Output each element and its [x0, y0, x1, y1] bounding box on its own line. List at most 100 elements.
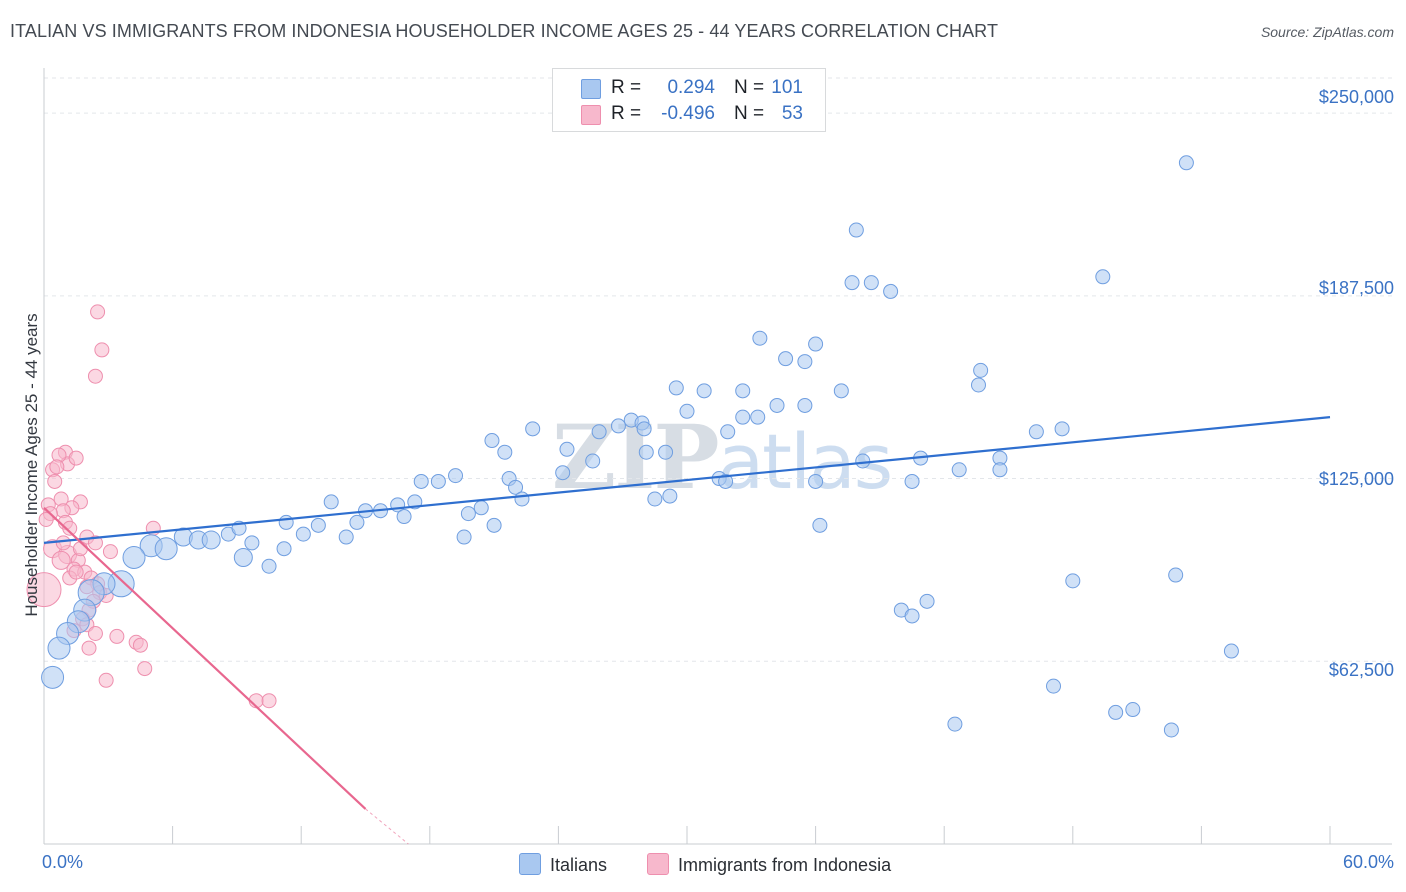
indonesia-point — [109, 628, 125, 644]
italians-point — [585, 453, 601, 469]
indonesia-point — [87, 535, 103, 551]
italians-points — [41, 155, 1239, 738]
indonesia-point — [137, 661, 153, 677]
n-value: 101 — [771, 77, 803, 98]
indonesia-point — [87, 368, 103, 384]
indonesia-point — [68, 564, 84, 580]
italians-point — [668, 380, 684, 396]
r-label: R = — [611, 103, 642, 124]
stats-row-italians: R = 0.294 N = 101 — [553, 75, 825, 101]
italians-point — [323, 494, 339, 510]
italians-point — [396, 509, 412, 525]
indonesia-point — [68, 450, 84, 466]
italians-point — [295, 526, 311, 542]
source-credit: Source: ZipAtlas.com — [1260, 24, 1394, 40]
italians-point — [276, 541, 292, 557]
y-tick-label: $250,000 — [1318, 87, 1394, 107]
italians-point — [662, 488, 678, 504]
axes — [43, 68, 1392, 845]
italians-point — [1095, 269, 1111, 285]
italians-point — [1108, 704, 1124, 720]
indonesia-point — [55, 535, 71, 551]
italians-point — [338, 529, 354, 545]
r-value: -0.496 — [661, 103, 715, 124]
indonesia-point — [62, 520, 78, 536]
italians-point — [1046, 678, 1062, 694]
italians-point — [47, 636, 71, 660]
italians-point — [460, 506, 476, 522]
italians-point — [473, 500, 489, 516]
italians-point — [778, 351, 794, 367]
indonesia-point — [98, 672, 114, 688]
italians-point — [1168, 567, 1184, 583]
italians-legend-swatch — [519, 853, 541, 875]
italians-point — [970, 377, 986, 393]
italians-point — [448, 468, 464, 484]
indonesia-trend-line — [43, 506, 367, 810]
italians-point — [863, 275, 879, 291]
italians-point — [1028, 424, 1044, 440]
italians-point — [1054, 421, 1070, 437]
r-value: 0.294 — [667, 77, 715, 98]
italians-point — [1163, 722, 1179, 738]
italians-point — [610, 418, 626, 434]
italians-point — [41, 665, 65, 689]
italians-point — [636, 421, 652, 437]
italians-trend-line — [43, 416, 1331, 544]
italians-point — [735, 383, 751, 399]
italians-point — [696, 383, 712, 399]
italians-point — [947, 716, 963, 732]
italians-point — [718, 473, 734, 489]
italians-point — [591, 424, 607, 440]
italians-point — [735, 409, 751, 425]
italians-point — [812, 517, 828, 533]
italians-point — [720, 424, 736, 440]
italians-point — [848, 222, 864, 238]
indonesia-swatch — [581, 105, 601, 125]
italians-point — [244, 535, 260, 551]
indonesia-point — [90, 304, 106, 320]
italians-point — [752, 330, 768, 346]
italians-point — [647, 491, 663, 507]
indonesia-point — [94, 342, 110, 358]
r-label: R = — [611, 77, 642, 98]
indonesia-point — [87, 625, 103, 641]
italians-point — [797, 354, 813, 370]
indonesia-point — [49, 459, 65, 475]
italians-point — [456, 529, 472, 545]
italians-point — [769, 397, 785, 413]
indonesia-point — [102, 544, 118, 560]
y-axis-label: Householder Income Ages 25 - 44 years — [22, 313, 41, 617]
y-tick-label: $187,500 — [1318, 278, 1394, 298]
italians-point — [1223, 643, 1239, 659]
n-label: N = — [734, 77, 765, 98]
italians-point — [430, 473, 446, 489]
correlation-stats-box: R = 0.294 N = 101 R = -0.496 N = 53 — [552, 68, 826, 132]
italians-point — [514, 491, 530, 507]
y-tick-label: $125,000 — [1318, 469, 1394, 489]
legend-item-indonesia[interactable]: Immigrants from Indonesia — [647, 853, 891, 876]
italians-point — [855, 453, 871, 469]
indonesia-point — [51, 550, 71, 570]
italians-point — [750, 409, 766, 425]
italians-point — [833, 383, 849, 399]
x-tick-label-max: 60.0% — [1342, 852, 1394, 872]
italians-point — [508, 479, 524, 495]
italians-point — [484, 433, 500, 449]
italians-point — [122, 545, 146, 569]
indonesia-point — [47, 473, 63, 489]
italians-point — [349, 514, 365, 530]
italians-point — [154, 537, 178, 561]
italians-point — [1065, 573, 1081, 589]
italians-point — [497, 444, 513, 460]
indonesia-point — [261, 693, 277, 709]
legend-item-italians[interactable]: Italians — [519, 853, 607, 876]
italians-point — [310, 517, 326, 533]
italians-point — [413, 473, 429, 489]
italians-point — [808, 336, 824, 352]
italians-point — [844, 275, 860, 291]
italians-point — [919, 593, 935, 609]
indonesia-point — [132, 637, 148, 653]
italians-point — [992, 462, 1008, 478]
